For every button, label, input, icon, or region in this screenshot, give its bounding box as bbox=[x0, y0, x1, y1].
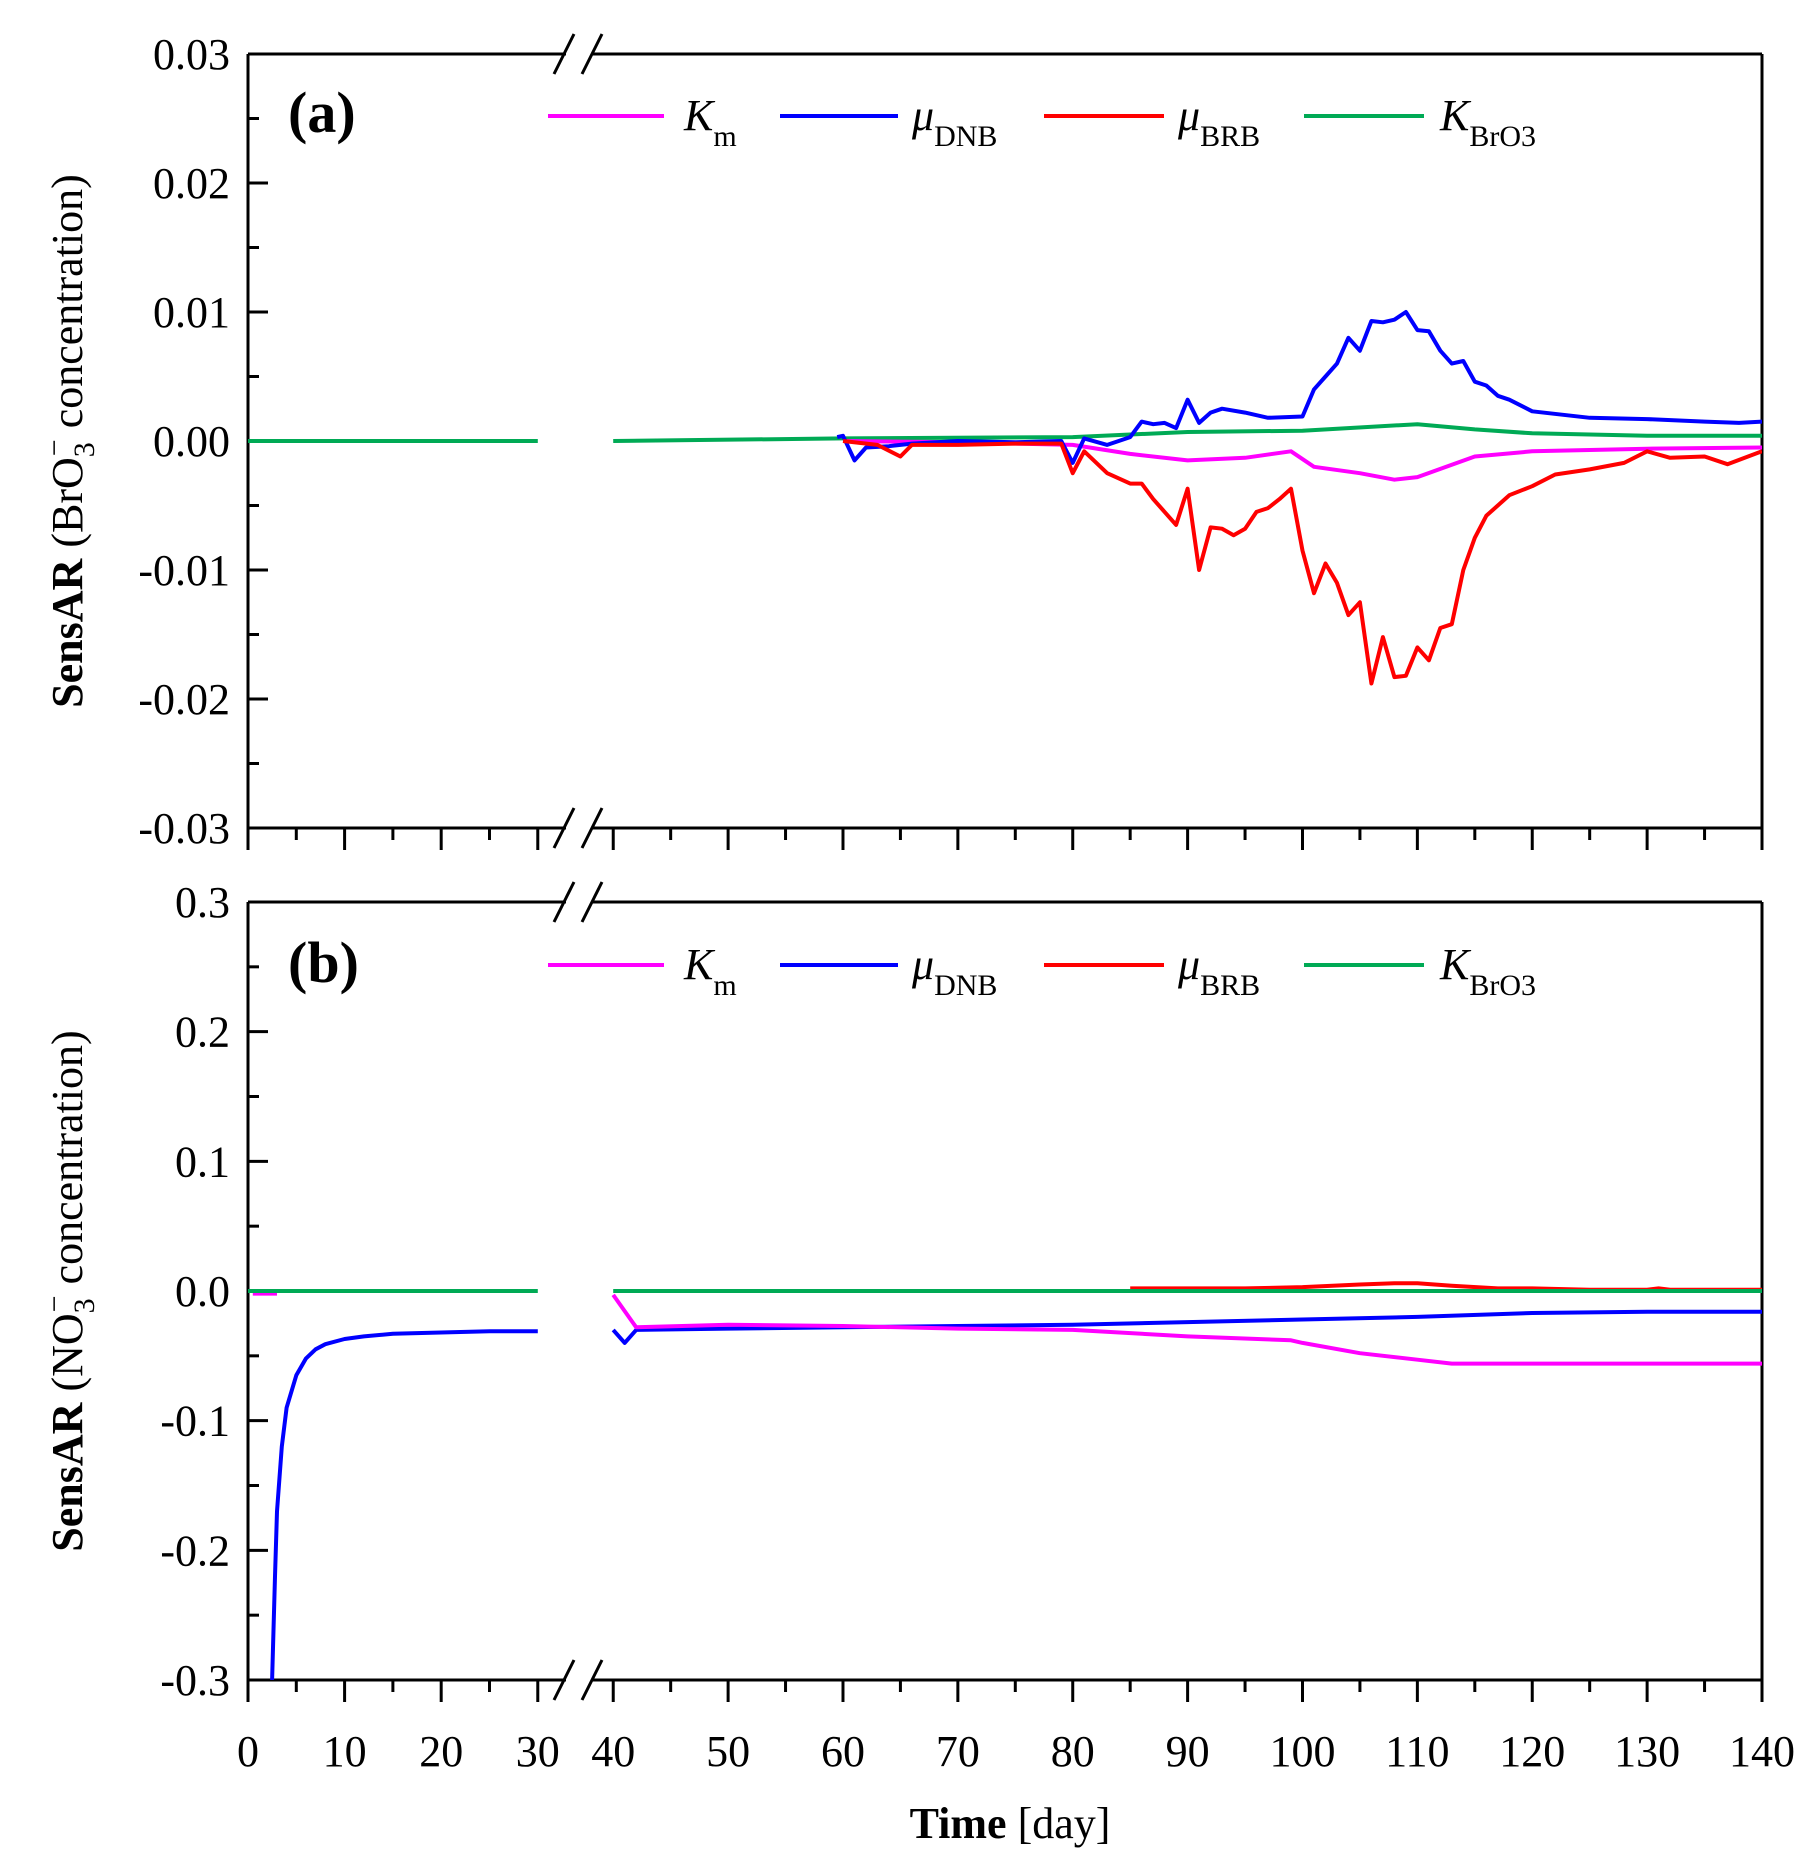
y-axis-title: SensAR (BrO3− concentration) bbox=[38, 174, 101, 708]
y-tick-label: -0.3 bbox=[160, 1656, 230, 1705]
x-tick-label: 0 bbox=[237, 1727, 259, 1776]
y-tick-label: 0.00 bbox=[153, 417, 230, 466]
x-axis-title: Time [day] bbox=[910, 1799, 1111, 1848]
axis-break-slash bbox=[580, 881, 604, 923]
series-line-muDNB-part2 bbox=[611, 1309, 1762, 1345]
series-line-KBrO3-part2 bbox=[613, 422, 1762, 443]
series-group bbox=[248, 1281, 1762, 1680]
axis-break-slash bbox=[552, 33, 576, 75]
x-ticks bbox=[246, 828, 1764, 850]
axis-break-bottom bbox=[552, 1659, 604, 1701]
series-line-muBRB bbox=[1130, 1281, 1762, 1292]
y-tick-label: -0.02 bbox=[138, 675, 230, 724]
y-tick-label: -0.1 bbox=[160, 1397, 230, 1446]
y-tick-label: 0.3 bbox=[175, 878, 230, 927]
axis-break-bottom bbox=[552, 807, 604, 849]
axis-break-top bbox=[552, 881, 604, 923]
x-tick-label: 80 bbox=[1051, 1727, 1095, 1776]
legend-label-muBRB: μBRB bbox=[1177, 91, 1260, 153]
legend-label-muDNB: μDNB bbox=[911, 940, 997, 1002]
series-line-muDNB bbox=[836, 310, 1762, 465]
y-tick-label: -0.03 bbox=[138, 804, 230, 853]
y-tick-label: 0.0 bbox=[175, 1267, 230, 1316]
legend-label-Km: Km bbox=[683, 940, 737, 1002]
x-tick-label: 20 bbox=[419, 1727, 463, 1776]
panel-b: -0.3 -0.2 -0.1 0.0 0.1 0.2 0.3 (b) Km μDNB μBRB KBr… bbox=[38, 878, 1764, 1705]
y-tick-label: 0.03 bbox=[153, 30, 230, 79]
legend-label-Km: Km bbox=[683, 91, 737, 153]
axis-break-slash bbox=[552, 807, 576, 849]
panel-label: (a) bbox=[288, 80, 356, 145]
axis-break-slash bbox=[580, 807, 604, 849]
x-tick-label: 50 bbox=[706, 1727, 750, 1776]
y-tick-label: 0.01 bbox=[153, 288, 230, 337]
x-axis: 0 10 20 30 40 50 60 70 80 90 100 110 120 130 140 bbox=[237, 1727, 1795, 1776]
axis-break-slash bbox=[580, 1659, 604, 1701]
x-tick-label: 100 bbox=[1269, 1727, 1335, 1776]
series-line-muDNB-part1 bbox=[270, 1329, 538, 1680]
panel-a: -0.03 -0.02 -0.01 0.00 0.01 0.02 0.03 (a) Km μDNB… bbox=[38, 30, 1764, 853]
legend: Km μDNB μBRB KBrO3 bbox=[548, 91, 1536, 153]
series-line-muBRB bbox=[842, 439, 1762, 686]
axis-break-slash bbox=[580, 33, 604, 75]
x-tick-label: 130 bbox=[1614, 1727, 1680, 1776]
y-tick-label: -0.2 bbox=[160, 1526, 230, 1575]
series-line-Km-part2 bbox=[611, 1293, 1762, 1366]
y-axis-title: SensAR (NO3− concentration) bbox=[38, 1030, 101, 1551]
axis-break-slash bbox=[552, 881, 576, 923]
axis-break-top bbox=[552, 33, 604, 75]
x-tick-label: 30 bbox=[516, 1727, 560, 1776]
y-tick-label: 0.1 bbox=[175, 1137, 230, 1186]
y-tick-label: 0.2 bbox=[175, 1008, 230, 1057]
x-tick-label: 70 bbox=[936, 1727, 980, 1776]
x-tick-label: 40 bbox=[591, 1727, 635, 1776]
legend-label-muBRB: μBRB bbox=[1177, 940, 1260, 1002]
legend-label-muDNB: μDNB bbox=[911, 91, 997, 153]
y-ticks bbox=[248, 52, 268, 830]
x-tick-label: 120 bbox=[1499, 1727, 1565, 1776]
x-tick-label: 110 bbox=[1385, 1727, 1449, 1776]
x-tick-label: 90 bbox=[1166, 1727, 1210, 1776]
series-group bbox=[248, 310, 1762, 686]
legend: Km μDNB μBRB KBrO3 bbox=[548, 940, 1536, 1002]
y-tick-label: 0.02 bbox=[153, 159, 230, 208]
legend-label-KBrO3: KBrO3 bbox=[1439, 940, 1536, 1002]
series-line-Km bbox=[842, 439, 1762, 482]
x-tick-label: 60 bbox=[821, 1727, 865, 1776]
x-tick-label: 10 bbox=[323, 1727, 367, 1776]
panel-label: (b) bbox=[288, 930, 359, 995]
y-tick-label: -0.01 bbox=[138, 546, 230, 595]
x-ticks bbox=[246, 1680, 1764, 1702]
legend-label-KBrO3: KBrO3 bbox=[1439, 91, 1536, 153]
axis-break-slash bbox=[552, 1659, 576, 1701]
x-tick-label: 140 bbox=[1729, 1727, 1795, 1776]
